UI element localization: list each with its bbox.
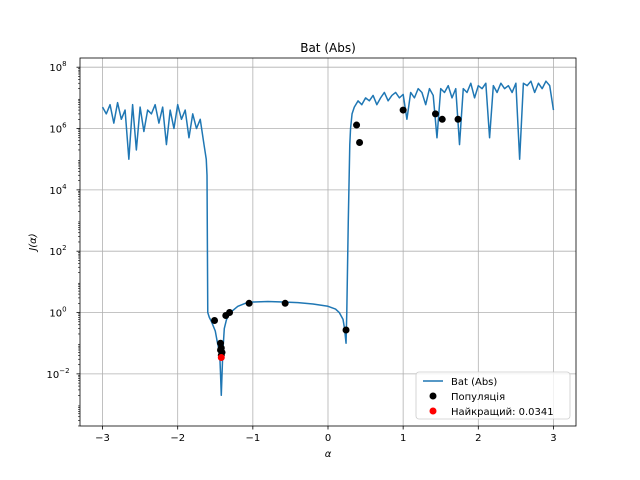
y-tick-label: 10−2 <box>46 367 69 381</box>
y-tick-label: 102 <box>49 244 66 258</box>
population-point <box>399 106 407 114</box>
legend-best-swatch <box>429 407 437 415</box>
y-axis-label: J(α) <box>28 233 39 252</box>
population-point <box>431 110 439 118</box>
x-tick-label: 1 <box>400 433 406 444</box>
population-point <box>438 115 446 123</box>
legend: Bat (Abs) Популяція Найкращий: 0.0341 <box>415 371 571 420</box>
y-tick-label: 104 <box>49 183 67 197</box>
y-tick-label: 108 <box>49 60 66 74</box>
population-point <box>342 326 350 334</box>
plot-area <box>101 80 555 397</box>
legend-label-population: Популяція <box>451 391 505 403</box>
y-tick-label: 106 <box>49 122 67 136</box>
series-line-bat-abs <box>101 80 555 397</box>
population-point <box>226 309 234 317</box>
chart-title: Bat (Abs) <box>300 41 356 55</box>
x-axis: −3 −2 −1 0 1 2 3 <box>95 426 557 444</box>
x-tick-label: −2 <box>170 433 185 444</box>
population-point <box>356 139 364 147</box>
population-point <box>217 346 225 354</box>
gridlines <box>80 58 576 426</box>
y-tick-label: 100 <box>49 306 66 320</box>
x-tick-label: −3 <box>95 433 110 444</box>
x-tick-label: −1 <box>245 433 260 444</box>
legend-label-line: Bat (Abs) <box>451 377 497 388</box>
population-point <box>353 121 361 129</box>
legend-population-swatch <box>429 392 437 400</box>
y-axis: 10−2 100 102 104 106 108 <box>46 60 80 427</box>
population-point <box>281 299 289 307</box>
x-axis-label: α <box>325 449 332 460</box>
legend-label-best: Найкращий: 0.0341 <box>451 407 554 418</box>
population-point <box>211 316 219 324</box>
x-tick-label: 3 <box>550 433 556 444</box>
legend-box <box>415 371 571 420</box>
x-tick-label: 2 <box>475 433 481 444</box>
population-point <box>245 299 253 307</box>
population-point <box>454 115 462 123</box>
best-point <box>217 354 225 362</box>
x-tick-label: 0 <box>325 433 331 444</box>
